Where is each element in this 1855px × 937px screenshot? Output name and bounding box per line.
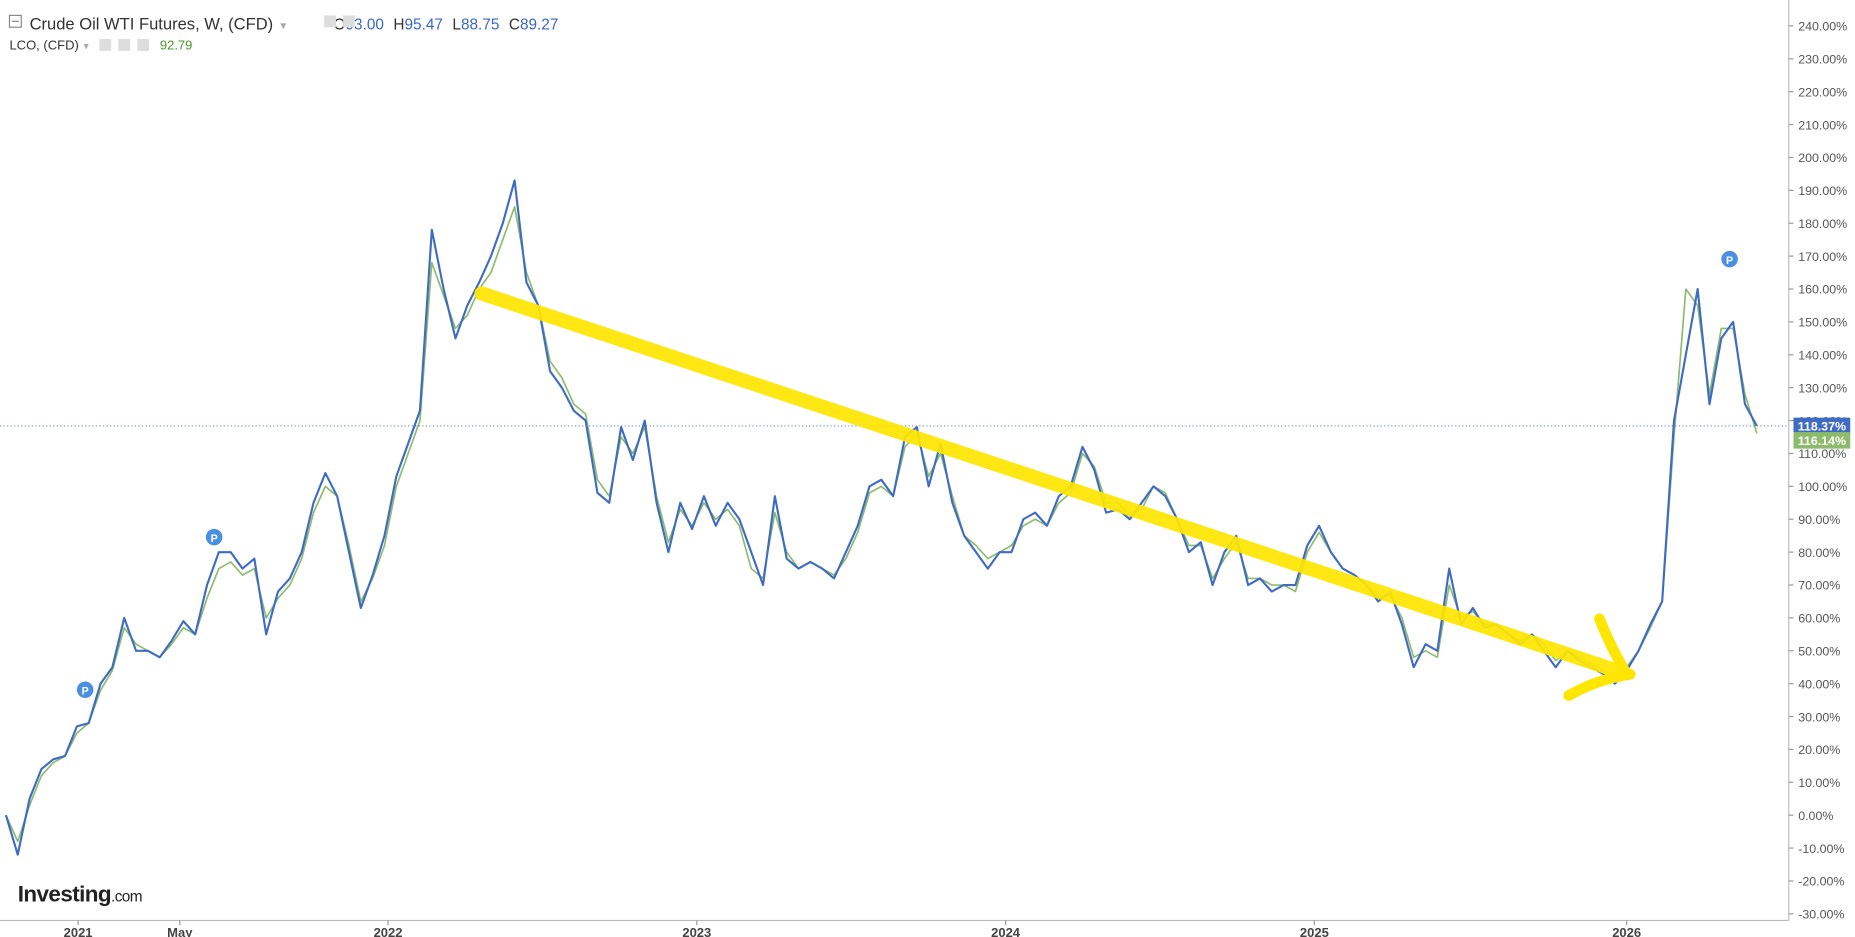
y-tick-label: 30.00%: [1798, 710, 1840, 724]
ohlc-key: O: [334, 17, 346, 34]
dropdown-caret[interactable]: ▾: [280, 19, 286, 33]
ohlc-value: 95.47: [405, 17, 443, 34]
trend-arrow: [474, 286, 1636, 701]
last-value-label: 116.14%: [1798, 434, 1846, 448]
event-marker-label: P: [1726, 255, 1733, 267]
dropdown-caret[interactable]: ▾: [84, 41, 90, 53]
event-marker-label: P: [211, 533, 218, 545]
y-tick-label: 50.00%: [1798, 644, 1840, 658]
y-tick-label: 110.00%: [1798, 447, 1846, 461]
x-tick-label: 2021: [64, 925, 93, 937]
ohlc-value: 93.00: [346, 17, 384, 34]
y-tick-label: 10.00%: [1798, 776, 1840, 790]
y-tick-label: 210.00%: [1798, 118, 1847, 132]
y-tick-label: 200.00%: [1798, 151, 1847, 165]
y-tick-label: 100.00%: [1798, 480, 1847, 494]
y-tick-label: 40.00%: [1798, 677, 1840, 691]
legend: LCO, (CFD) ▾ 92.79: [9, 38, 192, 53]
y-tick-label: 180.00%: [1798, 217, 1847, 231]
last-value-label: 118.37%: [1798, 420, 1846, 434]
legend-value: 92.79: [160, 38, 193, 53]
event-marker[interactable]: [1721, 250, 1738, 268]
event-marker-label: P: [82, 685, 89, 697]
watermark-suffix: .com: [111, 888, 142, 905]
y-tick-label: 140.00%: [1798, 349, 1847, 363]
y-tick-label: 90.00%: [1798, 513, 1840, 527]
y-tick-label: 230.00%: [1798, 53, 1847, 67]
y-tick-label: 220.00%: [1798, 85, 1847, 99]
y-tick-label: 0.00%: [1798, 809, 1833, 823]
y-tick-label: 80.00%: [1798, 546, 1840, 560]
x-tick-label: 2023: [682, 925, 711, 937]
y-tick-label: 160.00%: [1798, 283, 1847, 297]
arrow-head: [1563, 669, 1636, 701]
close-icon[interactable]: [137, 39, 150, 51]
ohlc-key: L: [452, 17, 461, 34]
y-tick-label: 150.00%: [1798, 316, 1847, 330]
header: Crude Oil WTI Futures, W, (CFD) ▾ O93.00 H9…: [30, 15, 559, 34]
y-tick-label: 170.00%: [1798, 250, 1847, 264]
watermark: Investing.com: [18, 881, 142, 906]
x-tick-label: May: [167, 925, 193, 937]
arrow-head: [1594, 613, 1631, 678]
y-tick-label: -20.00%: [1798, 875, 1844, 889]
y-tick-label: 20.00%: [1798, 743, 1840, 757]
event-marker[interactable]: [205, 528, 223, 546]
y-tick-label: 70.00%: [1798, 579, 1840, 593]
event-marker[interactable]: [76, 681, 94, 699]
x-tick-label: 2026: [1612, 925, 1641, 937]
y-tick-label: 130.00%: [1798, 381, 1847, 395]
x-tick-label: 2022: [374, 925, 403, 937]
y-tick-label: -30.00%: [1798, 908, 1844, 922]
ohlc-value: 89.27: [520, 17, 558, 34]
y-tick-label: -10.00%: [1798, 842, 1844, 856]
settings-icon[interactable]: [118, 39, 131, 51]
y-tick-label: 60.00%: [1798, 612, 1840, 626]
trend-line: [474, 286, 1628, 680]
y-tick-label: 240.00%: [1798, 20, 1847, 34]
last-value-badge: [1793, 432, 1851, 449]
ohlc-key: C: [509, 17, 520, 34]
ohlc-value: 88.75: [461, 17, 499, 34]
event-markers: P P P: [76, 250, 1738, 699]
last-value-badge: [1793, 417, 1851, 435]
settings-icon[interactable]: [324, 15, 336, 28]
watermark-main: Investing: [18, 881, 111, 906]
settings-icon[interactable]: [99, 39, 112, 51]
ohlc-key: H: [393, 17, 404, 34]
settings-icon[interactable]: [343, 15, 355, 28]
x-tick-label: 2025: [1300, 925, 1329, 937]
collapse-icon[interactable]: [8, 14, 22, 28]
legend-entry: LCO, (CFD): [9, 38, 78, 53]
x-tick-label: 2024: [991, 925, 1021, 937]
y-tick-label: 190.00%: [1798, 184, 1847, 198]
series-title: Crude Oil WTI Futures, W, (CFD): [30, 15, 274, 34]
